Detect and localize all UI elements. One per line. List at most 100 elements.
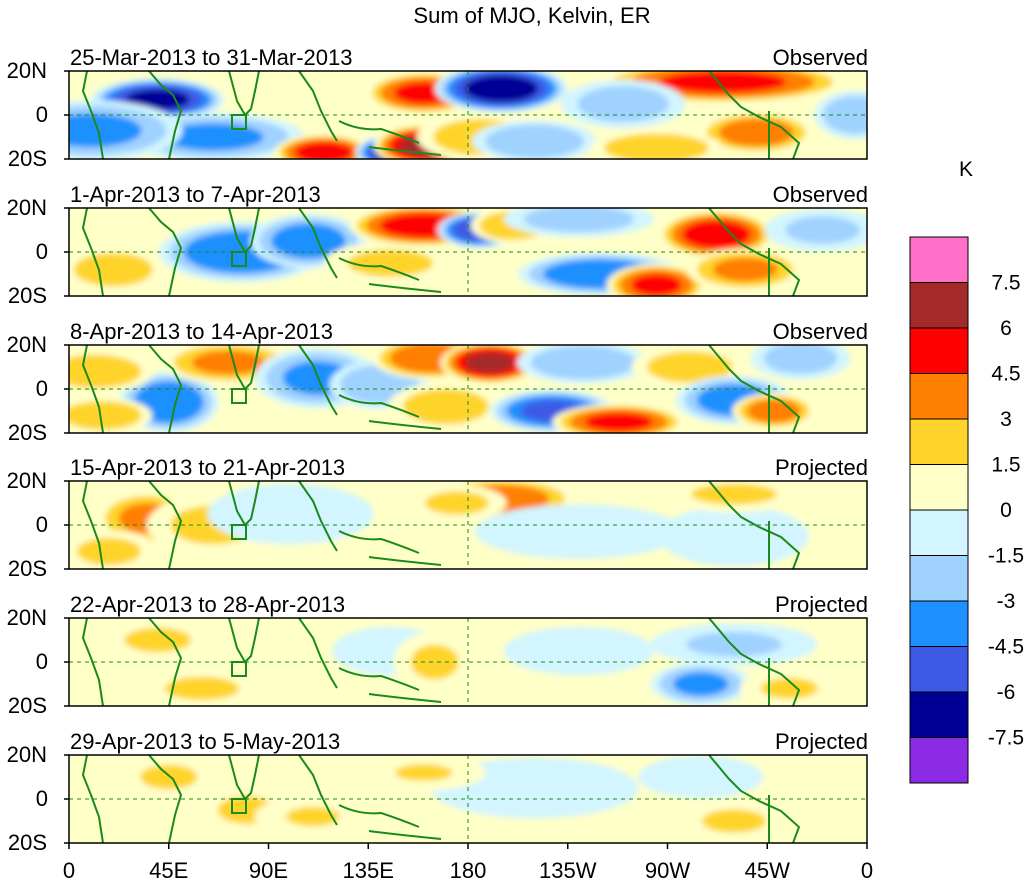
panel-status: Projected	[775, 455, 868, 480]
anomaly-10-band-4	[682, 220, 751, 249]
y-tick-label: 20S	[8, 556, 47, 581]
colorbar: 7.5 6 4.5 3 1.5 0 -1.5 -3 -4.5 -6 -7.5	[909, 236, 1024, 784]
coastline-6	[368, 693, 442, 703]
anomaly-12-band-3	[718, 119, 794, 147]
colorbar-label: 6	[1000, 317, 1012, 340]
y-tick-label: 20N	[7, 58, 47, 83]
coastline-5	[338, 394, 420, 418]
y-tick-label: 0	[36, 239, 48, 264]
colorbar-label: 0	[1000, 499, 1012, 522]
coastline-6	[368, 556, 442, 566]
anomaly-1-band-2	[164, 676, 240, 701]
coastline-5	[338, 257, 420, 281]
coastline-3	[228, 618, 260, 664]
anomaly-4-band-4	[294, 141, 354, 159]
y-tick-label: 20S	[8, 146, 47, 171]
anomaly-1-band-2	[140, 764, 198, 790]
coastline-2	[148, 618, 183, 706]
anomaly-6-band-1	[638, 755, 764, 799]
coastline-1	[81, 345, 104, 433]
coastline-6	[368, 146, 442, 156]
panels: 25-Mar-2013 to 31-Mar-2013 Observed 20N 0 20…	[7, 45, 868, 855]
y-tick-label: 0	[36, 649, 48, 674]
anomaly-2-band-3	[162, 123, 264, 151]
anomaly-5-band-3	[673, 672, 729, 696]
coastline-3	[228, 71, 260, 117]
coastline-3	[228, 345, 260, 391]
panel-1: 25-Mar-2013 to 31-Mar-2013 Observed 20N 0 20…	[7, 45, 868, 171]
colorbar-swatch	[909, 737, 969, 784]
colorbar-label: -6	[997, 681, 1016, 704]
panel-period: 25-Mar-2013 to 31-Mar-2013	[70, 45, 352, 70]
anomaly-4-band-2	[410, 644, 459, 680]
coastline-1	[81, 208, 104, 296]
coastline-4	[298, 208, 338, 279]
anomaly-11-band-4	[584, 412, 653, 432]
anomaly-field	[69, 755, 801, 843]
colorbar-swatch	[909, 646, 969, 693]
anomaly-field	[69, 345, 851, 433]
anomaly-12-band-2	[530, 345, 636, 380]
colorbar-swatch	[909, 373, 969, 420]
y-tick-label: 0	[36, 786, 48, 811]
coastline-2	[148, 481, 183, 569]
coastline-3	[228, 481, 260, 527]
x-tick-label: 180	[450, 858, 487, 883]
x-tick-label: 0	[861, 858, 873, 883]
x-tick-label: 45W	[745, 858, 790, 883]
coastline-3	[228, 208, 260, 254]
coastline-4	[298, 71, 338, 142]
anomaly-7-band-1	[69, 807, 142, 843]
panel-period: 1-Apr-2013 to 7-Apr-2013	[70, 182, 321, 207]
coastline-7	[708, 618, 801, 706]
colorbar-label: 7.5	[991, 272, 1020, 295]
colorbar-label: -3	[997, 590, 1016, 613]
coastline-7	[708, 755, 801, 843]
y-tick-label: 20S	[8, 830, 47, 855]
coastlines	[81, 208, 801, 296]
coastline-6	[368, 420, 442, 430]
coastline-1	[81, 618, 104, 706]
y-tick-label: 20N	[7, 468, 47, 493]
y-tick-label: 0	[36, 102, 48, 127]
anomaly-3-band-2	[77, 537, 141, 566]
anomaly-4-band-1	[207, 483, 374, 545]
panel-5: 22-Apr-2013 to 28-Apr-2013 Projected 20N 0 2…	[7, 592, 868, 718]
coastline-3	[228, 755, 260, 801]
anomaly-11-band-3	[712, 257, 778, 282]
coastline-7	[708, 208, 801, 296]
chart-title: Sum of MJO, Kelvin, ER	[413, 3, 650, 28]
x-tick-label: 135E	[343, 858, 394, 883]
anomaly-11-band-4	[659, 71, 787, 93]
colorbar-swatch	[909, 509, 969, 556]
y-tick-label: 20S	[8, 283, 47, 308]
anomaly-8-band-5	[464, 75, 538, 102]
anomaly-12-band-2	[523, 208, 634, 233]
y-tick-label: 0	[36, 376, 48, 401]
coastlines	[81, 345, 801, 433]
colorbar-swatch	[909, 282, 969, 329]
anomaly-field	[69, 481, 809, 569]
anomaly-2-band-3	[191, 350, 266, 375]
colorbar-swatch	[909, 691, 969, 738]
coastline-4	[298, 618, 338, 689]
panel-period: 22-Apr-2013 to 28-Apr-2013	[70, 592, 345, 617]
colorbar-swatch	[909, 236, 969, 283]
coastline-1	[81, 71, 104, 159]
colorbar-units: K	[959, 158, 973, 181]
y-tick-label: 20N	[7, 195, 47, 220]
panel-status: Projected	[775, 729, 868, 754]
x-tick-label: 0	[63, 858, 75, 883]
panel-status: Observed	[773, 182, 868, 207]
anomaly-7-band-1	[504, 626, 654, 676]
anomaly-3-band-3	[69, 113, 142, 148]
x-tick-label: 90E	[249, 858, 288, 883]
coastline-7	[708, 345, 801, 433]
coastlines	[81, 755, 801, 843]
anomaly-3-band-2	[73, 252, 153, 287]
colorbar-label: 3	[1000, 408, 1012, 431]
coastline-5	[338, 667, 420, 691]
y-tick-label: 20N	[7, 332, 47, 357]
anomaly-9-band-4	[631, 274, 682, 296]
x-axis-ticks: 0 45E 90E 135E 180 135W 90W 45W 0	[63, 843, 873, 883]
